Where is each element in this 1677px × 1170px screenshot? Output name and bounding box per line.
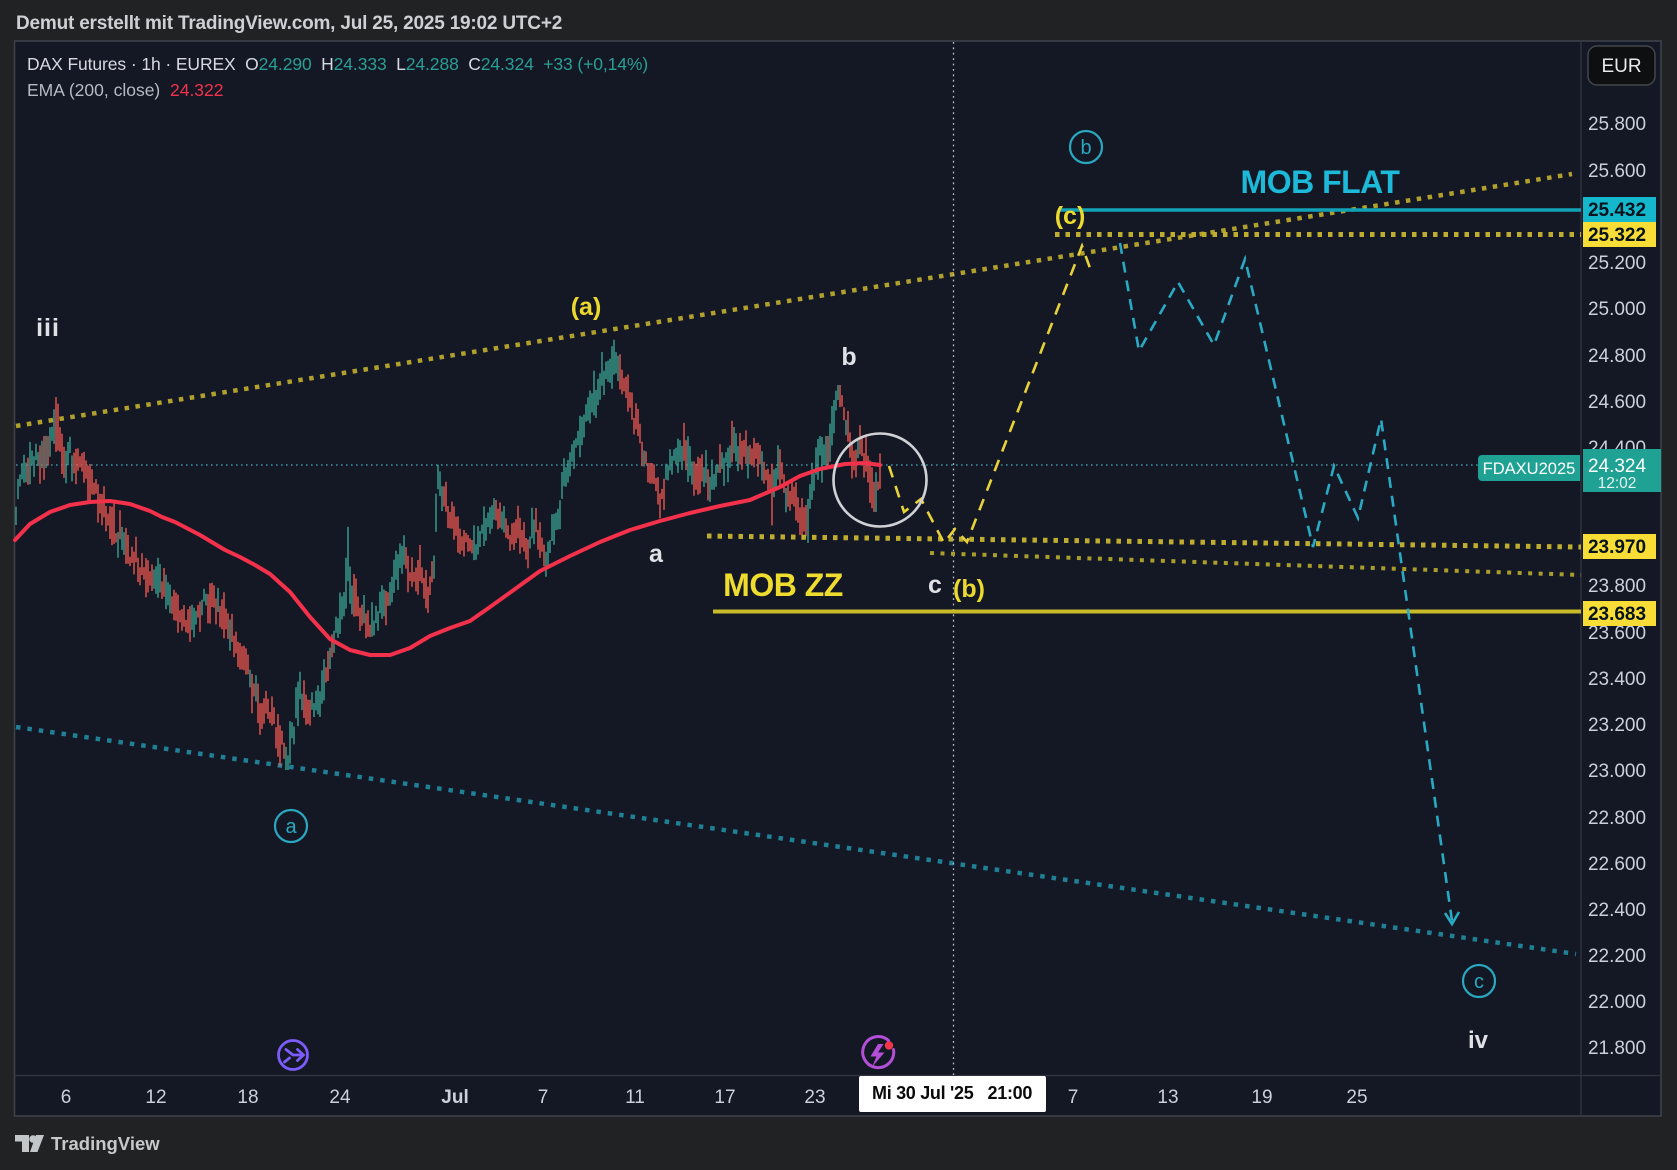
- svg-text:23.400: 23.400: [1588, 669, 1646, 690]
- svg-text:24.324: 24.324: [1588, 456, 1647, 477]
- svg-text:Mi 30 Jul '25 21:00: Mi 30 Jul '25 21:00: [872, 1083, 1032, 1103]
- svg-text:19: 19: [1251, 1087, 1272, 1108]
- svg-text:(a): (a): [571, 293, 602, 321]
- svg-text:Jul: Jul: [441, 1087, 468, 1108]
- svg-text:23: 23: [804, 1087, 825, 1108]
- svg-text:7: 7: [1068, 1087, 1079, 1108]
- svg-text:12: 12: [145, 1087, 166, 1108]
- svg-text:22.600: 22.600: [1588, 854, 1646, 875]
- svg-text:24.800: 24.800: [1588, 346, 1646, 367]
- svg-text:25.432: 25.432: [1588, 200, 1646, 221]
- svg-text:(c): (c): [1055, 202, 1086, 230]
- svg-text:21.800: 21.800: [1588, 1038, 1646, 1059]
- svg-text:b: b: [1080, 137, 1091, 159]
- svg-text:22.400: 22.400: [1588, 900, 1646, 921]
- svg-text:23.000: 23.000: [1588, 761, 1646, 782]
- svg-text:FDAXU2025: FDAXU2025: [1483, 460, 1576, 478]
- svg-text:EUR: EUR: [1601, 56, 1641, 77]
- svg-text:25.000: 25.000: [1588, 299, 1646, 320]
- svg-text:7: 7: [538, 1087, 549, 1108]
- svg-text:25: 25: [1346, 1087, 1367, 1108]
- svg-text:22.200: 22.200: [1588, 946, 1646, 967]
- svg-text:23.200: 23.200: [1588, 715, 1646, 736]
- svg-text:25.800: 25.800: [1588, 114, 1646, 135]
- svg-text:iv: iv: [1468, 1027, 1489, 1054]
- svg-text:c: c: [1474, 971, 1484, 993]
- svg-text:TradingView: TradingView: [51, 1133, 160, 1154]
- svg-text:18: 18: [237, 1087, 258, 1108]
- svg-text:23.970: 23.970: [1588, 537, 1646, 558]
- svg-text:24.600: 24.600: [1588, 392, 1646, 413]
- svg-text:11: 11: [625, 1087, 645, 1108]
- svg-text:13: 13: [1157, 1087, 1178, 1108]
- svg-text:a: a: [285, 816, 297, 838]
- svg-text:23.600: 23.600: [1588, 623, 1646, 644]
- svg-text:iii: iii: [36, 314, 60, 342]
- svg-text:17: 17: [714, 1087, 735, 1108]
- svg-text:b: b: [841, 343, 856, 371]
- svg-text:23.800: 23.800: [1588, 576, 1646, 597]
- svg-text:22.000: 22.000: [1588, 992, 1646, 1013]
- svg-text:24: 24: [329, 1087, 351, 1108]
- svg-text:c: c: [928, 571, 942, 599]
- svg-text:25.200: 25.200: [1588, 253, 1646, 274]
- svg-text:DAX Futures · 1h · EUREX O24.: DAX Futures · 1h · EUREX O24.290 H24.333…: [27, 54, 648, 74]
- svg-text:6: 6: [61, 1087, 72, 1108]
- svg-text:EMA (200, close) 24.322: EMA (200, close) 24.322: [27, 80, 224, 100]
- svg-text:22.800: 22.800: [1588, 808, 1646, 829]
- svg-text:Demut erstellt mit TradingView: Demut erstellt mit TradingView.com, Jul …: [16, 13, 562, 34]
- svg-text:25.322: 25.322: [1588, 225, 1646, 246]
- svg-text:MOB ZZ: MOB ZZ: [723, 567, 843, 603]
- svg-text:12:02: 12:02: [1598, 475, 1637, 492]
- svg-text:MOB FLAT: MOB FLAT: [1241, 164, 1401, 200]
- svg-text:(b): (b): [953, 575, 985, 603]
- svg-text:25.600: 25.600: [1588, 161, 1646, 182]
- svg-text:23.683: 23.683: [1588, 604, 1646, 625]
- svg-text:a: a: [649, 540, 664, 568]
